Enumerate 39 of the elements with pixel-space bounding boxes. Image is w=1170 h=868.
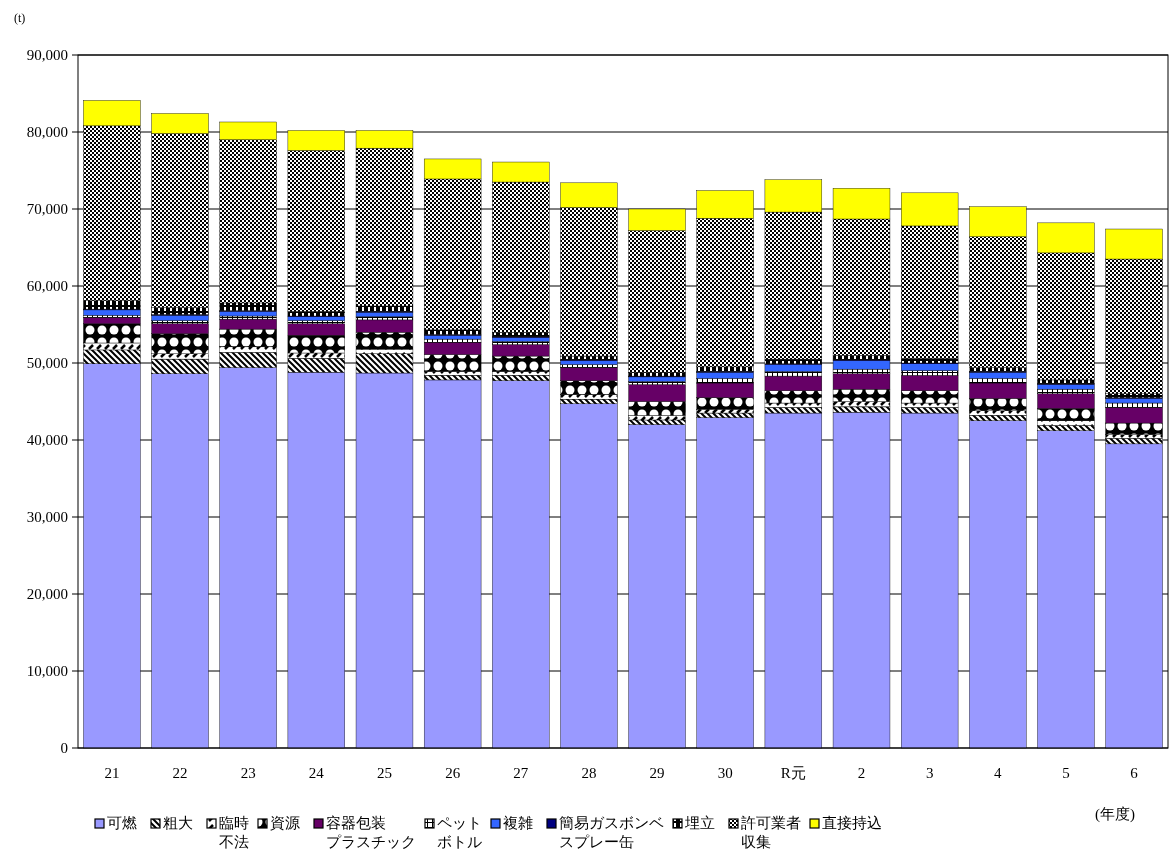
x-tick-label: 25: [376, 765, 392, 781]
y-tick-label: 90,000: [26, 47, 68, 64]
x-tick-label: 24: [308, 765, 325, 781]
legend-label: 粗大: [163, 815, 193, 831]
x-tick-label: 21: [104, 765, 120, 781]
y-tick-label: 70,000: [26, 201, 68, 218]
legend-label: 容器包装プラスチック: [326, 815, 416, 850]
x-tick-label: 6: [1130, 765, 1139, 781]
legend-label: 可燃: [107, 815, 137, 831]
legend-label: 臨時不法: [219, 815, 249, 850]
x-tick-label: 28: [581, 765, 597, 781]
x-tick-label: 2: [857, 765, 866, 781]
y-tick-label: 10,000: [26, 663, 68, 680]
legend-label: 許可業者収集: [741, 815, 801, 850]
x-tick-label: R元: [780, 765, 806, 781]
x-tick-label: 27: [513, 765, 529, 781]
x-tick-label: 29: [649, 765, 665, 781]
y-tick-label: 50,000: [26, 355, 68, 372]
y-tick-label: 60,000: [26, 278, 68, 295]
x-tick-label: 23: [240, 765, 256, 781]
legend-label: 複雑: [503, 815, 533, 831]
legend-label: 簡易ガスボンベスプレー缶: [559, 815, 664, 850]
legend-label: 埋立: [684, 815, 715, 831]
y-tick-label: 80,000: [26, 124, 68, 141]
x-tick-label: 5: [1062, 765, 1070, 781]
x-tick-label: 3: [925, 765, 934, 781]
y-tick-label: 30,000: [26, 509, 68, 526]
x-tick-label: 30: [717, 765, 733, 781]
x-tick-label: 4: [994, 765, 1003, 781]
y-axis-title: (t): [14, 11, 26, 25]
x-tick-label: 26: [445, 765, 461, 781]
legend-label: ペットボトル: [437, 815, 482, 850]
y-tick-label: 20,000: [26, 586, 68, 603]
legend-label: 直接持込: [822, 815, 882, 831]
y-tick-label: 0: [60, 740, 68, 757]
x-axis-title: (年度): [1095, 806, 1135, 823]
x-tick-label: 22: [172, 765, 188, 781]
legend-label: 資源: [270, 815, 300, 831]
y-tick-label: 40,000: [26, 432, 68, 449]
